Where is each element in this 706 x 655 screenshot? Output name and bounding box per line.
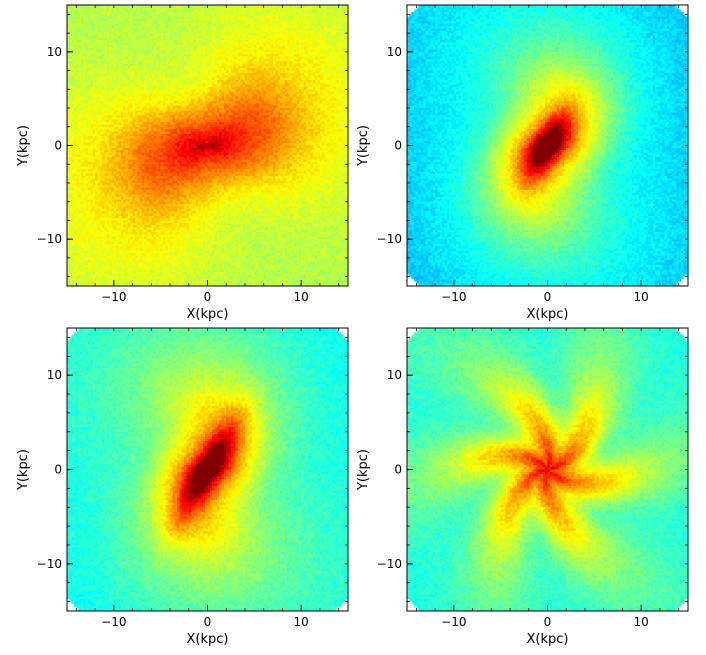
y-tick-label: 10	[387, 368, 402, 382]
density-map-1	[67, 5, 348, 286]
x-tick-label: 10	[294, 290, 309, 304]
x-axis-label: X(kpc)	[187, 632, 229, 647]
y-tick-label: 10	[47, 45, 62, 59]
density-map-3	[67, 328, 348, 611]
y-axis-label: Y(kpc)	[356, 125, 371, 167]
x-tick-label: 0	[204, 290, 212, 304]
x-tick-label: −10	[441, 615, 466, 629]
x-tick-label: 0	[544, 615, 552, 629]
panel-4: −10 0 10 −10 0 10 X(kpc) Y(kpc)	[356, 327, 689, 647]
y-tick-label: 0	[394, 463, 402, 477]
y-axis-label: Y(kpc)	[356, 449, 371, 491]
x-axis-label: X(kpc)	[527, 307, 569, 322]
x-tick-label: −10	[101, 615, 126, 629]
density-map-4	[407, 328, 688, 611]
x-axis-label: X(kpc)	[187, 307, 229, 322]
y-tick-label: 10	[387, 45, 402, 59]
x-tick-label: −10	[441, 290, 466, 304]
y-tick-label: −10	[37, 557, 62, 571]
y-tick-label: −10	[377, 232, 402, 246]
x-tick-label: −10	[101, 290, 126, 304]
x-axis-label: X(kpc)	[527, 632, 569, 647]
y-tick-label: −10	[377, 557, 402, 571]
y-tick-label: 0	[394, 139, 402, 153]
x-tick-label: 10	[634, 290, 649, 304]
y-tick-label: 0	[54, 463, 62, 477]
y-tick-label: 0	[54, 139, 62, 153]
y-axis-label: Y(kpc)	[16, 449, 31, 491]
y-tick-label: 10	[47, 368, 62, 382]
x-tick-label: 10	[634, 615, 649, 629]
x-tick-label: 10	[294, 615, 309, 629]
panel-2: −10 0 10 −10 0 10 X(kpc) Y(kpc)	[356, 4, 689, 322]
panel-1: −10 0 10 −10 0 10 X(kpc) Y(kpc)	[16, 4, 349, 322]
y-tick-label: −10	[37, 232, 62, 246]
density-map-2	[407, 5, 688, 286]
x-tick-label: 0	[204, 615, 212, 629]
x-tick-label: 0	[544, 290, 552, 304]
panel-3: −10 0 10 −10 0 10 X(kpc) Y(kpc)	[16, 327, 349, 647]
y-axis-label: Y(kpc)	[16, 125, 31, 167]
